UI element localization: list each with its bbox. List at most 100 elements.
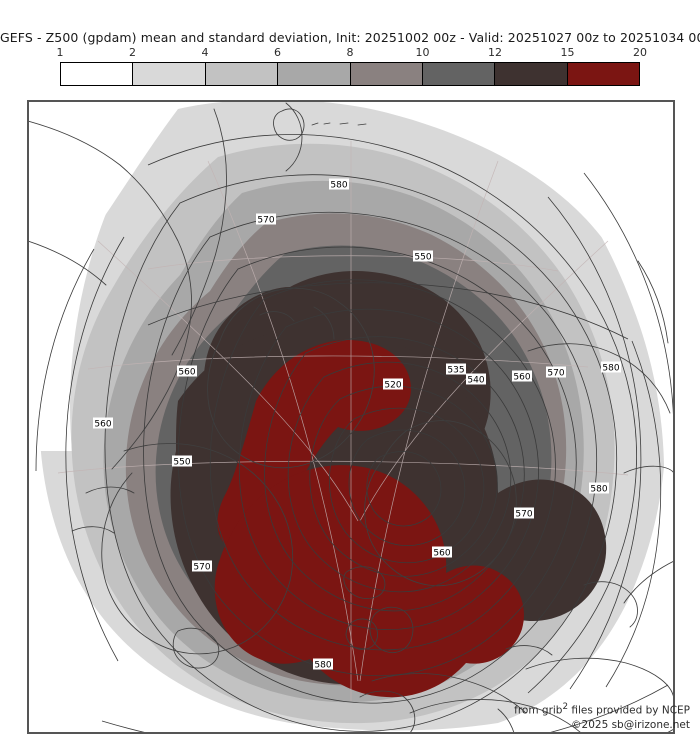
contour-540 [287, 361, 512, 593]
colorbar-tick-labels: 1 2 4 6 8 10 12 15 20 [57, 46, 648, 60]
spread-band-white-upper-left [28, 101, 168, 451]
contour-label-text: 560 [94, 419, 111, 429]
contour-label-540-6: 540 [466, 373, 486, 385]
coast-greenland [207, 287, 375, 469]
contour-520 [366, 451, 442, 527]
coast-italy [497, 708, 515, 733]
contour-label-text: 520 [384, 380, 401, 390]
contour-label-570-1: 570 [256, 213, 276, 225]
contour-label-580-0: 580 [329, 178, 349, 190]
contour-label-text: 570 [257, 215, 274, 225]
contour-label-570-13: 570 [514, 507, 534, 519]
contour-right-1 [547, 196, 642, 690]
contour-label-box [93, 417, 113, 429]
contour-555 [209, 279, 556, 651]
colorbar-tick-6: 6 [274, 46, 281, 59]
copyright-note: ©2025 sb@irizone.net [571, 719, 690, 731]
contour-label-580-16: 580 [313, 658, 333, 670]
contour-560 [177, 246, 577, 677]
colorbar-segment-8-10 [350, 63, 423, 85]
coast-asia-south [525, 657, 674, 702]
colorbar-tick-2: 2 [129, 46, 136, 59]
colorbar-segments [60, 62, 640, 86]
spread-filled-contours [28, 101, 674, 733]
colorbar-segment-1-2 [61, 63, 134, 85]
coast-far-right-edge [623, 560, 674, 604]
contour-left-1 [65, 236, 125, 662]
contour-left-2 [35, 248, 95, 472]
contour-label-box [256, 213, 276, 225]
coast-canada-mainland [101, 443, 294, 655]
contour-label-box [329, 178, 349, 190]
coast-iceland [343, 566, 386, 599]
contour-label-box [546, 366, 566, 378]
map-border [28, 101, 674, 733]
contour-label-570-15: 570 [192, 560, 212, 572]
contour-label-box [512, 370, 532, 382]
contour-label-box [313, 658, 333, 670]
page-title: GEFS - Z500 (gpdam) mean and standard de… [0, 30, 700, 45]
coast-scandinavia [364, 420, 517, 587]
colorbar-tick-10: 10 [415, 46, 430, 59]
contour-label-520-4: 520 [383, 378, 403, 390]
contour-label-560-3: 560 [177, 365, 197, 377]
spread-band-white-right [514, 101, 674, 733]
contour-label-text: 570 [515, 509, 532, 519]
coast-iberia [359, 690, 416, 733]
coast-russia-east [623, 465, 674, 474]
contour-label-text: 540 [467, 375, 484, 385]
contour-label-560-7: 560 [512, 370, 532, 382]
contour-label-text: 535 [447, 365, 464, 375]
source-prefix: from grib [514, 704, 563, 716]
coast-svalbard [285, 102, 303, 172]
contour-545 [264, 336, 525, 612]
contour-570 [104, 174, 617, 732]
contour-label-box [177, 365, 197, 377]
coast-caspian [583, 581, 638, 628]
contour-label-535-5: 535 [446, 363, 466, 375]
colorbar-tick-20: 20 [633, 46, 647, 59]
contour-label-box [172, 455, 192, 467]
contour-label-box [601, 361, 621, 373]
colorbar-segment-6-8 [278, 63, 351, 85]
colorbar-segment-15-20 [567, 63, 639, 85]
contour-label-text: 580 [590, 484, 607, 494]
contour-label-box [383, 378, 403, 390]
contour-label-550-2: 550 [413, 250, 433, 262]
colorbar-segment-12-15 [495, 63, 568, 85]
coast-arctic-islands [171, 108, 227, 356]
coast-island-dots [311, 122, 367, 126]
contour-525 [348, 429, 466, 546]
coast-far-east [637, 260, 669, 344]
contour-550 [238, 308, 539, 630]
source-superscript: 2 [562, 701, 569, 712]
contour-label-580-12: 580 [589, 482, 609, 494]
data-source-note: from grib2 files provided by NCEP [514, 702, 690, 717]
contour-580-right [605, 340, 662, 688]
contour-label-text: 550 [173, 457, 190, 467]
coast-mediterranean-north [409, 699, 582, 733]
contour-580-upper [147, 282, 629, 340]
colorbar-tick-4: 4 [201, 46, 209, 59]
contour-right-2 [583, 172, 674, 438]
coast-europe-continent [371, 673, 527, 714]
coast-newfoundland [172, 627, 220, 669]
contour-label-box [446, 363, 466, 375]
colorbar-tick-15: 15 [560, 46, 575, 59]
contour-label-text: 550 [414, 252, 431, 262]
contour-530 [329, 407, 485, 564]
graticule [57, 141, 629, 701]
coast-black-sea [505, 645, 553, 656]
coast-canada-detail-2 [71, 526, 115, 534]
contour-label-text: 570 [547, 368, 564, 378]
z500-mean-contours [35, 134, 674, 733]
contour-label-text: 560 [178, 367, 195, 377]
contour-label-box [413, 250, 433, 262]
contour-label-text: 580 [602, 363, 619, 373]
spread-band-12-15 [203, 271, 491, 499]
map-panel[interactable]: 580 570 550 560 520 535 540 560 570 580 560 550 580 5… [27, 100, 675, 734]
contour-label-text: 560 [513, 372, 530, 382]
